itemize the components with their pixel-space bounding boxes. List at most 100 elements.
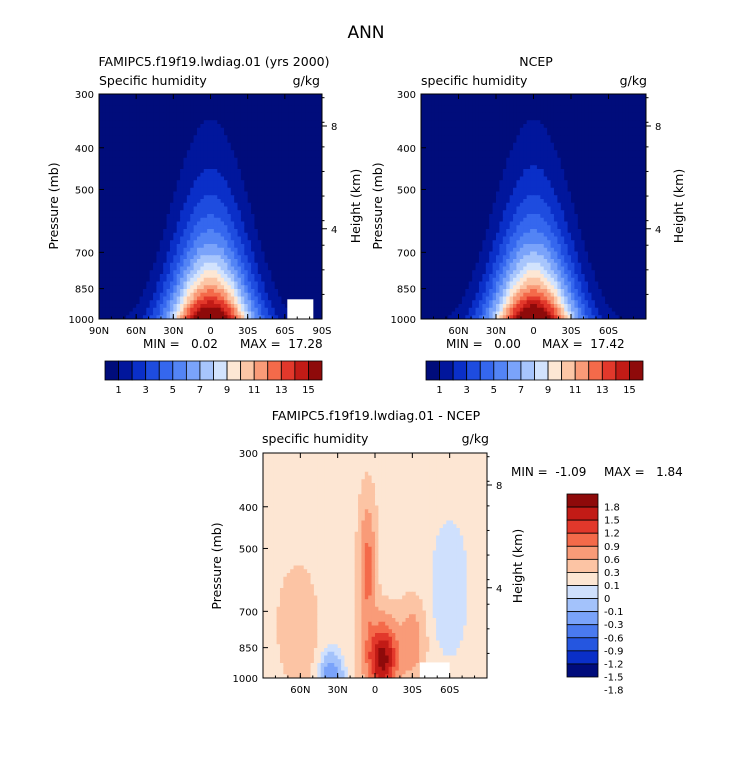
contour-cell [618,127,623,133]
contour-cell [105,266,110,271]
contour-cell [105,214,110,219]
contour-cell [213,296,218,301]
contour-cell [251,180,256,185]
contour-cell [207,296,212,301]
contour-cell [217,109,222,114]
contour-cell [136,300,141,305]
contour-cell [169,180,174,185]
contour-cell [244,154,249,159]
contour-cell [502,112,507,118]
contour-cell [142,135,147,140]
contour-cell [217,105,222,110]
contour-cell [274,105,279,110]
contour-cell [146,206,151,211]
contour-cell [288,120,293,125]
contour-cell [220,127,225,133]
contour-cell [298,247,303,253]
contour-cell [163,150,168,155]
contour-cell [547,112,552,118]
contour-cell [598,116,603,121]
contour-cell [234,210,239,215]
contour-cell [193,240,198,245]
colorbar-swatch [308,360,323,381]
contour-cell [176,127,181,133]
contour-cell [271,206,276,211]
contour-cell [139,172,144,178]
contour-cell [288,270,293,275]
contour-cell [149,232,154,238]
contour-cell [176,229,181,234]
contour-cell [102,292,107,298]
contour-cell [237,285,242,290]
contour-cell [139,184,144,189]
contour-cell [311,221,316,226]
contour-cell [315,244,320,249]
contour-cell [288,191,293,196]
contour-cell [203,255,208,260]
contour-cell [455,142,460,148]
contour-cell [267,150,272,155]
contour-cell [173,195,178,200]
contour-cell [594,105,599,110]
contour-cell [598,120,603,125]
contour-cell [581,116,586,121]
contour-cell [149,184,154,189]
contour-cell [247,169,252,174]
contour-cell [257,277,262,283]
contour-cell [581,94,586,99]
contour-cell [149,157,154,163]
contour-cell [203,285,208,290]
contour-cell [149,131,154,136]
contour-cell [584,127,589,133]
contour-cell [301,274,306,279]
contour-cell [186,262,191,268]
contour-cell [632,101,637,106]
contour-cell [183,161,188,166]
contour-cell [129,289,134,294]
contour-cell [264,266,269,271]
contour-cell [264,94,269,99]
contour-cell [434,135,439,140]
contour-cell [207,221,212,226]
contour-cell [146,307,151,313]
contour-cell [274,191,279,196]
contour-cell [502,94,507,99]
contour-cell [126,277,131,283]
contour-cell [156,304,161,309]
contour-cell [468,127,473,133]
contour-cell [318,157,322,163]
contour-cell [227,217,232,223]
contour-cell [112,195,117,200]
contour-cell [169,221,174,226]
contour-cell [485,101,490,106]
contour-cell [210,289,215,294]
contour-cell [139,285,144,290]
contour-cell [261,285,266,290]
contour-cell [200,131,205,136]
contour-cell [308,251,313,256]
contour-cell [112,266,117,271]
contour-cell [159,277,164,283]
contour-cell [166,101,171,106]
contour-cell [102,109,107,114]
contour-cell [115,289,120,294]
contour-cell [102,139,107,144]
contour-cell [224,296,228,301]
contour-cell [213,270,218,275]
contour-cell [230,217,235,223]
contour-cell [142,266,147,271]
contour-cell [129,217,134,223]
contour-cell [305,251,310,256]
contour-cell [301,210,306,215]
contour-cell [278,124,283,129]
contour-cell [156,172,161,178]
contour-cell [499,101,504,106]
contour-cell [210,124,215,129]
contour-cell [451,142,456,148]
contour-cell [237,307,242,313]
contour-cell [247,124,252,129]
contour-cell [230,127,235,133]
contour-cell [301,169,306,174]
contour-cell [271,101,276,106]
contour-cell [176,292,181,298]
